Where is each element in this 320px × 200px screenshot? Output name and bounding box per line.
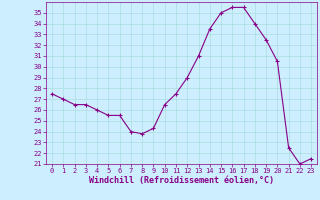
X-axis label: Windchill (Refroidissement éolien,°C): Windchill (Refroidissement éolien,°C) bbox=[89, 176, 274, 185]
